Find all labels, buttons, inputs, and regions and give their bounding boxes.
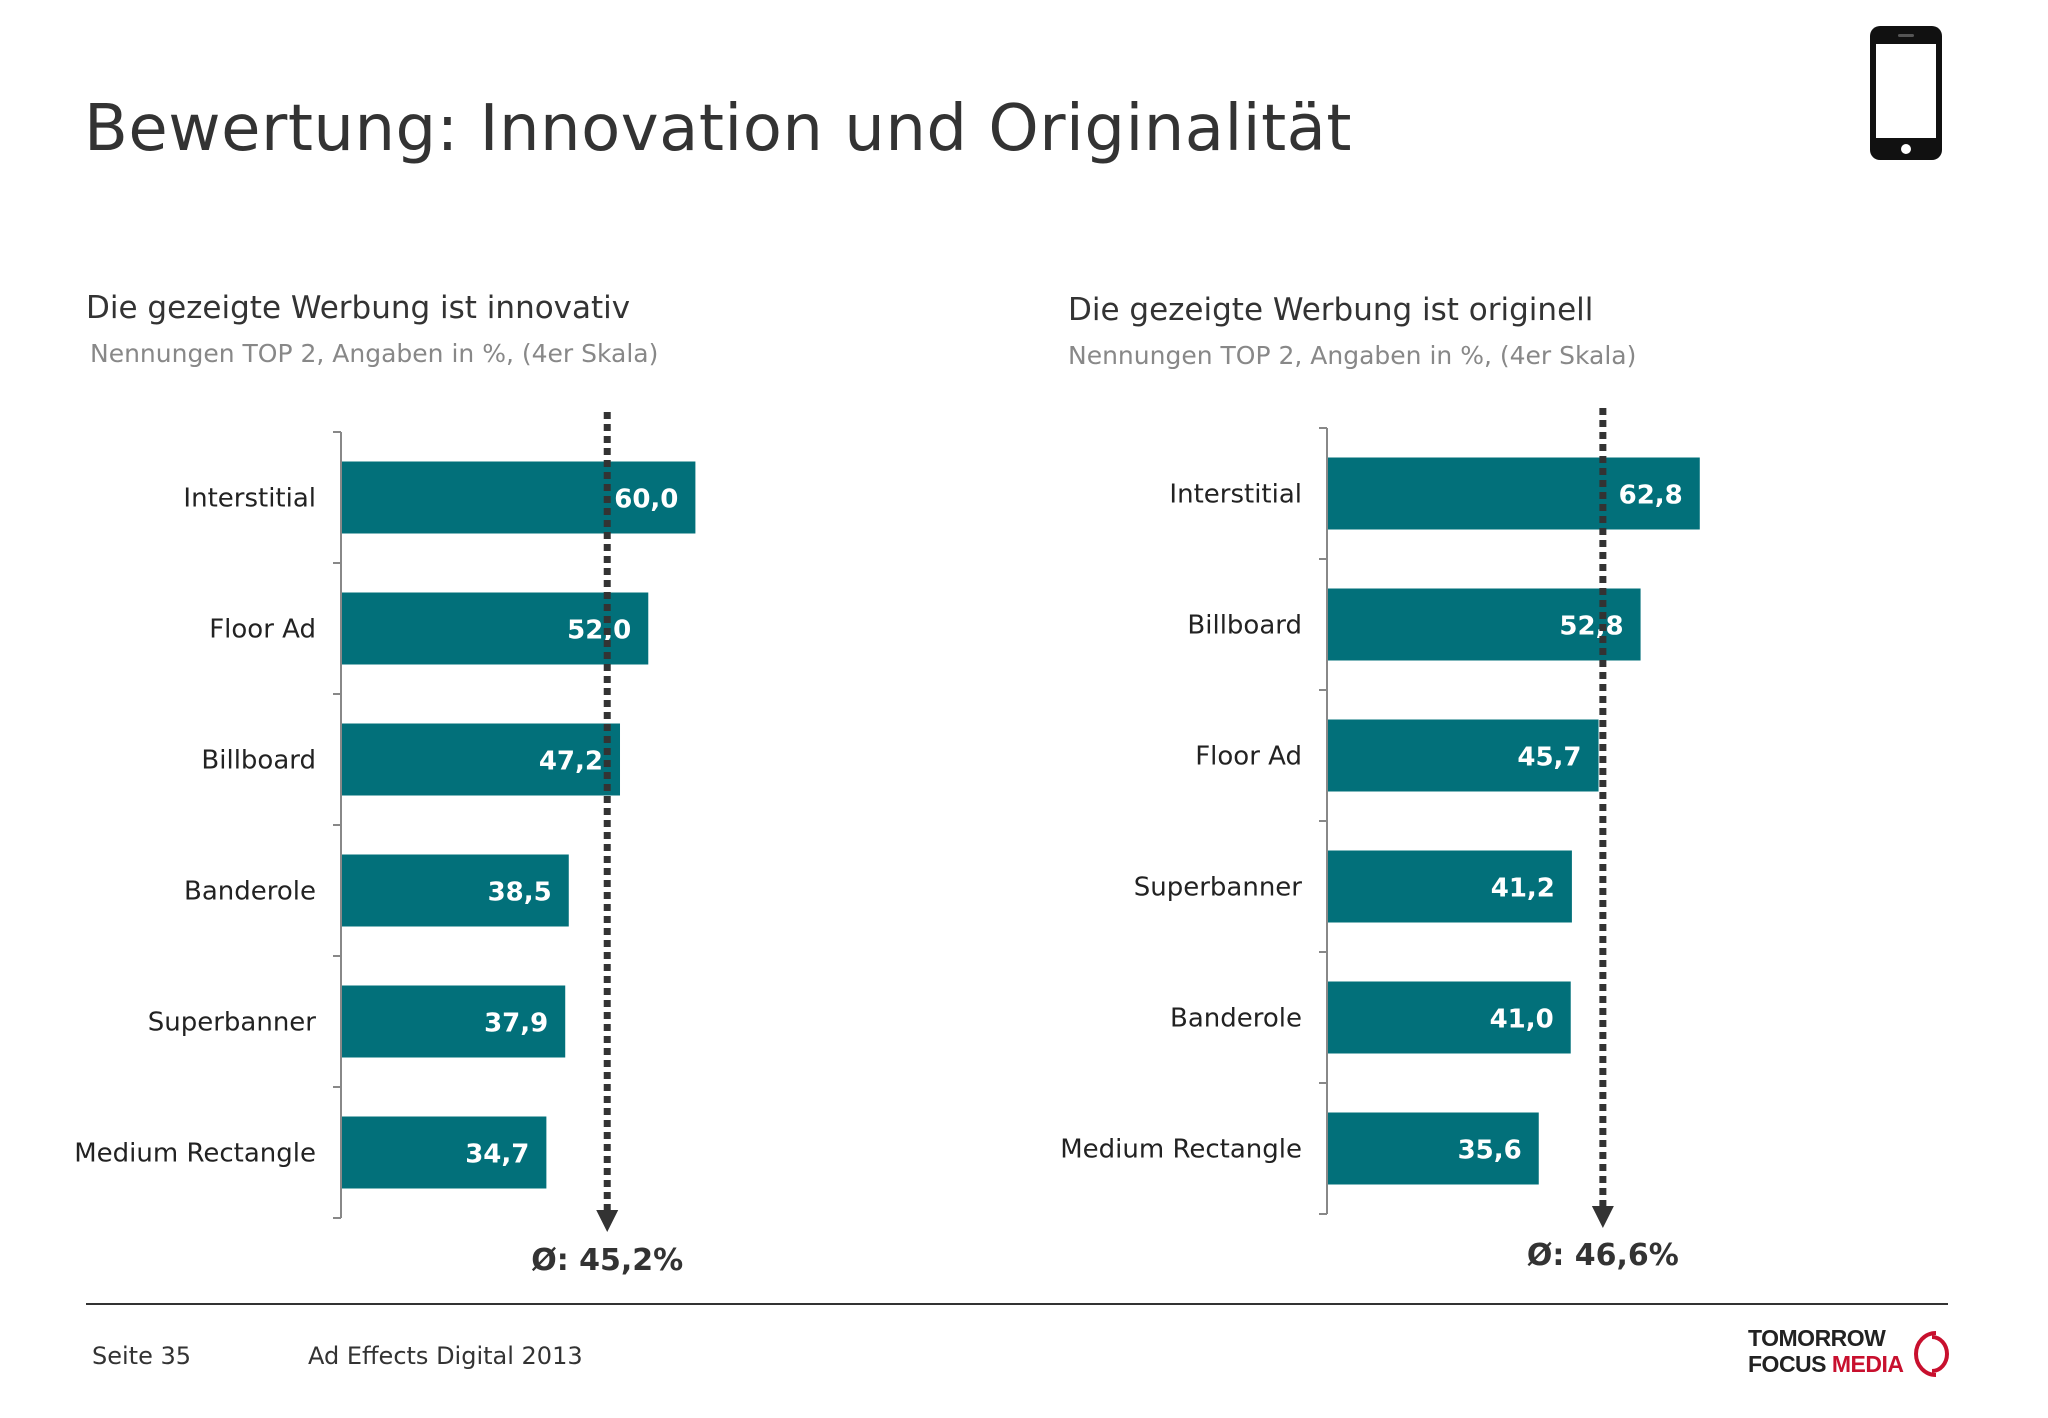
value-label: 62,8 bbox=[1619, 481, 1683, 511]
value-label: 35,6 bbox=[1458, 1136, 1522, 1166]
average-arrow bbox=[596, 1210, 619, 1232]
category-label: Billboard bbox=[201, 746, 316, 776]
logo-arc-icon bbox=[1914, 1331, 1949, 1377]
category-label: Medium Rectangle bbox=[74, 1139, 316, 1169]
page-title: Bewertung: Innovation und Originalität bbox=[84, 92, 1352, 166]
value-label: 34,7 bbox=[465, 1140, 529, 1170]
bar bbox=[1328, 588, 1641, 661]
bar bbox=[342, 985, 566, 1058]
value-label: 41,2 bbox=[1491, 874, 1555, 904]
logo-line-1: TOMORROW bbox=[1748, 1325, 1886, 1351]
value-label: 41,0 bbox=[1490, 1005, 1554, 1035]
bar-chart-innovativ: Interstitial 60,0 Floor Ad 52,0 Billboard 47,… bbox=[74, 412, 696, 1278]
value-label: 60,0 bbox=[614, 485, 678, 515]
bar bbox=[1328, 1112, 1539, 1185]
bar bbox=[1328, 850, 1572, 923]
category-label: Superbanner bbox=[1134, 873, 1303, 903]
logo-media: MEDIA bbox=[1831, 1351, 1904, 1377]
category-label: Banderole bbox=[1170, 1004, 1302, 1034]
smartphone-icon bbox=[1870, 26, 1942, 160]
value-label: 52,0 bbox=[567, 616, 631, 646]
bar bbox=[1328, 719, 1599, 792]
average-label: Ø: 46,6% bbox=[1527, 1238, 1679, 1273]
bar bbox=[342, 854, 569, 927]
category-label: Banderole bbox=[184, 877, 316, 907]
value-label: 45,7 bbox=[1517, 743, 1581, 773]
logo-focus: FOCUS bbox=[1748, 1351, 1827, 1377]
footer-divider bbox=[86, 1303, 1948, 1305]
value-label: 52,8 bbox=[1559, 612, 1623, 642]
bar bbox=[342, 1116, 547, 1189]
bar-chart-originell: Interstitial 62,8 Billboard 52,8 Floor Ad 45,… bbox=[1060, 408, 1700, 1273]
bar bbox=[342, 592, 649, 665]
value-label: 38,5 bbox=[488, 878, 552, 908]
bar bbox=[342, 461, 696, 534]
category-label: Interstitial bbox=[183, 484, 316, 514]
category-label: Medium Rectangle bbox=[1060, 1135, 1302, 1165]
tomorrow-focus-media-logo: TOMORROW FOCUS MEDIA bbox=[1748, 1323, 1952, 1383]
page-number: Seite 35 bbox=[92, 1342, 192, 1370]
category-label: Floor Ad bbox=[1195, 742, 1302, 772]
report-title: Ad Effects Digital 2013 bbox=[308, 1342, 583, 1370]
average-arrow bbox=[1591, 1206, 1614, 1228]
logo-line-2: FOCUS MEDIA bbox=[1748, 1351, 1904, 1378]
value-label: 37,9 bbox=[484, 1009, 548, 1039]
bar bbox=[1328, 457, 1700, 530]
category-label: Interstitial bbox=[1169, 480, 1302, 510]
category-label: Billboard bbox=[1187, 611, 1302, 641]
average-label: Ø: 45,2% bbox=[531, 1243, 683, 1278]
bar bbox=[1328, 981, 1571, 1054]
value-label: 47,2 bbox=[539, 747, 603, 777]
chart-title-innovativ: Die gezeigte Werbung ist innovativ bbox=[86, 290, 631, 326]
chart-subtitle-innovativ: Nennungen TOP 2, Angaben in %, (4er Skal… bbox=[90, 339, 659, 368]
bar bbox=[342, 723, 621, 796]
category-label: Superbanner bbox=[148, 1008, 317, 1038]
chart-subtitle-originell: Nennungen TOP 2, Angaben in %, (4er Skal… bbox=[1068, 341, 1637, 370]
category-label: Floor Ad bbox=[209, 615, 316, 645]
chart-title-originell: Die gezeigte Werbung ist originell bbox=[1068, 292, 1594, 328]
